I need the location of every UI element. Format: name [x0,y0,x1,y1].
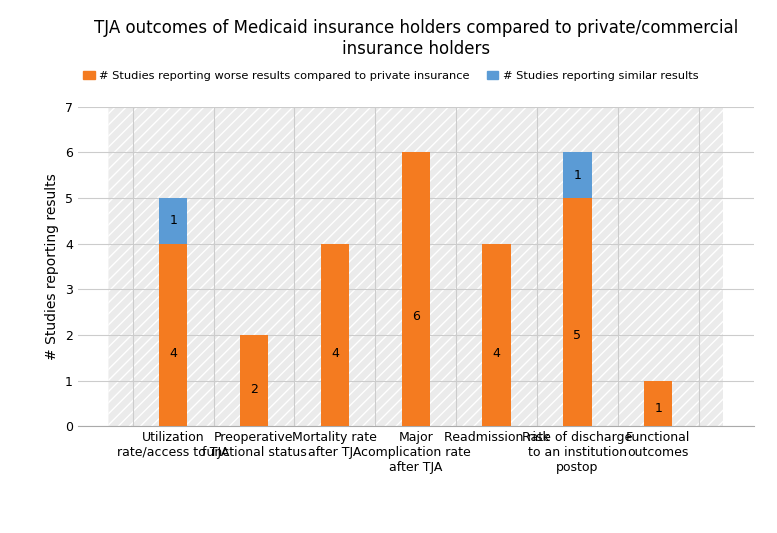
Text: 6: 6 [412,310,420,323]
Text: 4: 4 [493,347,500,360]
Text: 5: 5 [573,328,581,342]
FancyBboxPatch shape [109,93,723,440]
Bar [563,198,591,426]
Bar [563,152,591,198]
Bar [483,244,510,426]
Bar [159,244,187,426]
Legend: # Studies reporting worse results compared to private insurance, # Studies repor: # Studies reporting worse results compar… [83,71,699,80]
Text: 1: 1 [654,402,662,415]
Text: 6: 6 [412,310,420,323]
Text: 4: 4 [169,347,177,360]
Bar [240,335,268,426]
Bar [644,381,672,426]
Text: 1: 1 [573,168,581,182]
Bar [321,244,349,426]
Bar [321,244,349,426]
Bar [483,244,510,426]
Bar [402,152,430,426]
Text: 5: 5 [573,328,581,342]
Text: 2: 2 [250,383,258,397]
Text: 1: 1 [573,168,581,182]
Bar [159,244,187,426]
Text: 1: 1 [169,214,177,227]
Text: 4: 4 [331,347,339,360]
Bar [563,198,591,426]
Text: 1: 1 [169,214,177,227]
Text: 2: 2 [250,383,258,397]
Bar [240,335,268,426]
Text: 1: 1 [654,402,662,415]
Text: 4: 4 [169,347,177,360]
Bar [644,381,672,426]
Y-axis label: # Studies reporting results: # Studies reporting results [45,173,59,360]
Title: TJA outcomes of Medicaid insurance holders compared to private/commercial
insura: TJA outcomes of Medicaid insurance holde… [93,19,738,58]
Bar [563,152,591,198]
Text: 4: 4 [331,347,339,360]
Bar [402,152,430,426]
Text: 4: 4 [493,347,500,360]
Bar [159,198,187,244]
Bar [159,198,187,244]
